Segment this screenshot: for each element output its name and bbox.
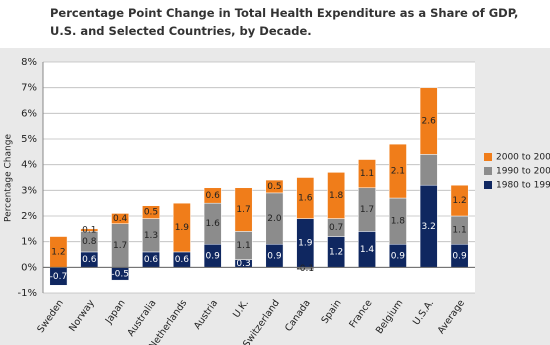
data-label: 1.9 (298, 238, 313, 248)
plot-area (43, 62, 475, 293)
y-tick-label: 0% (21, 262, 37, 273)
bar-segment (419, 154, 438, 186)
data-label: 0.6 (144, 255, 159, 265)
bar-segment (265, 179, 284, 194)
data-label: -0.5 (111, 269, 129, 279)
data-label: 1.7 (236, 205, 250, 215)
data-label: 1.2 (51, 247, 65, 257)
legend-label: 1990 to 2000 (496, 167, 550, 177)
data-label: 0.3 (236, 259, 250, 269)
data-label: 0.9 (267, 251, 282, 261)
bar-segment (327, 172, 346, 219)
data-label: 1.3 (144, 231, 158, 241)
legend-swatch (484, 181, 492, 189)
data-label: 1.1 (236, 241, 250, 251)
data-label: 0.9 (206, 251, 221, 261)
y-tick-label: 8% (21, 57, 37, 68)
data-label: 2.0 (267, 214, 282, 224)
data-label: 0.5 (267, 182, 281, 192)
data-label: 0.6 (82, 255, 97, 265)
data-label: 1.7 (113, 241, 127, 251)
data-label: 0.8 (82, 237, 97, 247)
data-label: 0.6 (175, 255, 190, 265)
bar-segment (296, 177, 315, 219)
data-label: 1.8 (391, 217, 406, 227)
data-label: 0.9 (452, 251, 467, 261)
bar-segment (80, 228, 99, 232)
data-label: 0.7 (329, 223, 343, 233)
legend-label: 1980 to 1990 (496, 181, 550, 191)
data-label: 1.8 (329, 191, 344, 201)
bar-segment (203, 187, 222, 204)
data-label: 2.1 (391, 167, 405, 177)
legend-swatch (484, 153, 492, 161)
data-label: 3.2 (422, 222, 436, 232)
legend-swatch (484, 167, 492, 175)
data-label: 1.2 (329, 247, 343, 257)
data-label: 1.6 (206, 219, 221, 229)
legend-label: 2000 to 2008 (496, 153, 550, 163)
bar-segment (172, 202, 191, 253)
data-label: 0.6 (206, 191, 221, 201)
y-tick-label: 2% (21, 211, 37, 222)
data-label: 0.4 (113, 214, 128, 224)
data-label: 1.6 (298, 194, 313, 204)
data-label: 1.7 (360, 205, 374, 215)
y-tick-label: 3% (21, 185, 37, 196)
data-label: 1.9 (175, 223, 190, 233)
bar-segment (419, 87, 438, 155)
data-label: 1.1 (360, 169, 374, 179)
data-label: 1.4 (360, 245, 375, 255)
y-tick-label: 6% (21, 108, 37, 119)
chart-title: Percentage Point Change in Total Health … (50, 6, 519, 38)
data-label: 0.9 (391, 251, 406, 261)
data-label: 1.1 (452, 226, 466, 236)
y-tick-label: 7% (21, 83, 37, 94)
y-axis-label: Percentage Change (4, 134, 14, 222)
bar-segment (142, 205, 160, 219)
bar-segment (111, 213, 130, 224)
bar-segment (450, 184, 469, 217)
bar-segment (358, 159, 376, 189)
data-label: 1.2 (452, 196, 466, 206)
data-label: -0.1 (297, 264, 315, 274)
data-label: 0.5 (144, 208, 158, 218)
data-label: -0.7 (50, 272, 68, 282)
y-tick-label: 5% (21, 134, 37, 145)
bar-segment (388, 143, 407, 199)
y-tick-label: 4% (21, 160, 37, 171)
y-tick-label: 1% (21, 237, 37, 248)
bar-segment (234, 187, 253, 232)
data-label: 2.6 (422, 117, 437, 127)
data-label: 0.1 (82, 226, 96, 236)
y-tick-label: -1% (18, 288, 37, 299)
